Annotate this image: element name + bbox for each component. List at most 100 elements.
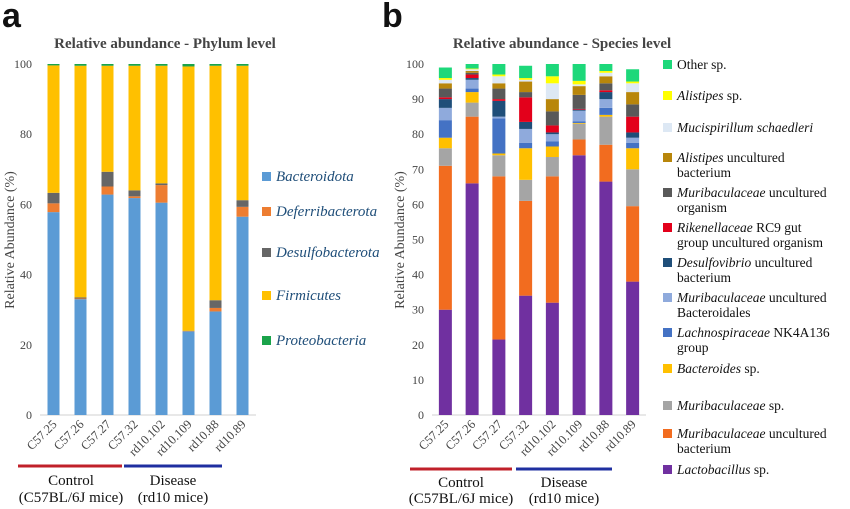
species-bar-alistipes-uncultured-bacterium-rd10-102 <box>545 99 559 112</box>
species-y-tick-label: 80 <box>412 127 424 141</box>
species-bar-alistipes-uncultured-bacterium-c57-25 <box>438 83 452 89</box>
species-bar-mucispirillum-schaederli-rd10-109 <box>572 84 586 87</box>
species-legend-label-part: Muribaculaceae <box>676 185 765 200</box>
phylum-bar-proteobacteria-rd10-89 <box>236 64 249 66</box>
species-bar-muribaculaceae-sp-c57-32 <box>519 179 533 201</box>
species-y-tick-label: 40 <box>412 268 424 282</box>
species-bar-mucispirillum-schaederli-c57-25 <box>438 79 452 84</box>
species-bar-desulfovibrio-uncultured-bacterium-rd10-109 <box>572 109 586 111</box>
species-legend-label-part: sp. <box>751 462 770 477</box>
panel-b-disease-sublabel: (rd10 mice) <box>529 491 599 507</box>
species-legend-label-part: Mucispirillum schaedleri <box>676 120 813 135</box>
species-bar-lactobacillus-sp-rd10-102 <box>545 302 559 415</box>
species-legend-label-part: sp. <box>724 88 743 103</box>
phylum-legend-swatch-bacteroidota <box>262 172 271 181</box>
species-bar-muribaculaceae-sp-rd10-89 <box>626 169 640 207</box>
species-bar-other-sp-c57-27 <box>492 64 506 75</box>
species-legend-label-part: Muribaculaceae <box>676 426 765 441</box>
species-bar-muribaculaceae-uncultured-bacterium-c57-27 <box>492 176 506 340</box>
phylum-bar-bacteroidota-c57-26 <box>74 299 87 415</box>
species-bar-desulfovibrio-uncultured-bacterium-rd10-89 <box>626 132 640 138</box>
species-legend-label: Muribaculaceae uncultured <box>676 426 827 441</box>
phylum-bar-firmicutes-c57-26 <box>74 65 87 298</box>
species-bar-muribaculaceae-sp-c57-25 <box>438 148 452 166</box>
phylum-bar-deferribacterota-c57-32 <box>128 196 141 199</box>
species-legend-label: Mucispirillum schaedleri <box>676 120 813 135</box>
species-bar-alistipes-sp-c57-32 <box>519 78 533 80</box>
species-legend-label-part: Muribaculaceae <box>676 398 765 413</box>
species-legend-label-part: Lachnospiraceae <box>676 325 770 340</box>
phylum-legend-label-deferribacterota: Deferribacterota <box>275 204 377 220</box>
species-bar-muribaculaceae-sp-rd10-88 <box>599 116 613 145</box>
phylum-legend-swatch-deferribacterota <box>262 207 271 216</box>
phylum-bar-firmicutes-rd10-88 <box>209 65 222 301</box>
species-bar-muribaculaceae-uncultured-bacterium-c57-26 <box>465 116 479 184</box>
phylum-bar-deferribacterota-c57-27 <box>101 186 114 195</box>
species-bar-rikenellaceae-rc9-gut-group-uncultured-organism-rd10-109 <box>572 108 586 110</box>
phylum-bar-desulfobacterota-c57-32 <box>128 190 141 197</box>
phylum-bar-proteobacteria-c57-32 <box>128 64 141 66</box>
phylum-legend-swatch-desulfobacterota <box>262 248 271 257</box>
panel-a-control-sublabel: (C57BL/6J mice) <box>19 490 124 506</box>
species-legend-label-line2: organism <box>677 200 727 215</box>
species-bar-muribaculaceae-uncultured-bacteroidales-c57-26 <box>465 79 479 89</box>
species-bar-other-sp-c57-25 <box>438 67 452 79</box>
phylum-y-tick-label: 0 <box>26 408 32 422</box>
phylum-bar-desulfobacterota-c57-26 <box>74 297 87 299</box>
phylum-bar-firmicutes-rd10-109 <box>182 66 195 331</box>
species-bar-alistipes-uncultured-bacterium-c57-26 <box>465 71 479 73</box>
species-y-tick-label: 30 <box>412 303 424 317</box>
species-bar-lachnospiraceae-nk4a136-group-rd10-102 <box>545 141 559 147</box>
species-bar-bacteroides-sp-c57-32 <box>519 148 533 180</box>
panel-a-ylabel: Relative Abundance (%) <box>3 171 18 309</box>
species-legend-label-line2: Bacteroidales <box>677 305 750 320</box>
species-bar-rikenellaceae-rc9-gut-group-uncultured-organism-c57-32 <box>519 97 533 122</box>
phylum-y-tick-label: 20 <box>20 338 32 352</box>
species-bar-desulfovibrio-uncultured-bacterium-c57-27 <box>492 100 506 117</box>
panel-b-legend: Other sp. Alistipes sp. Mucispirillum scha… <box>663 57 830 477</box>
species-bar-muribaculaceae-uncultured-bacterium-rd10-89 <box>626 206 640 282</box>
species-bar-rikenellaceae-rc9-gut-group-uncultured-organism-rd10-89 <box>626 116 640 133</box>
phylum-bar-deferribacterota-rd10-102 <box>155 185 168 203</box>
species-legend-swatch <box>663 258 672 267</box>
species-legend-label-part: Muribaculaceae <box>676 290 765 305</box>
species-legend-label: Alistipes sp. <box>676 88 742 103</box>
phylum-bar-firmicutes-c57-32 <box>128 65 141 191</box>
phylum-bar-bacteroidota-c57-27 <box>101 194 114 415</box>
species-y-tick-label: 70 <box>412 162 424 176</box>
phylum-y-tick-label: 100 <box>14 57 32 71</box>
species-legend-label: Rikenellaceae RC9 gut <box>676 220 802 235</box>
species-legend-label-part: Bacteroides <box>677 361 741 376</box>
species-legend-swatch <box>663 153 672 162</box>
species-bar-desulfovibrio-uncultured-bacterium-rd10-102 <box>545 132 559 135</box>
species-bar-mucispirillum-schaederli-c57-32 <box>519 79 533 82</box>
species-bar-muribaculaceae-uncultured-organism-c57-32 <box>519 92 533 98</box>
species-bar-lactobacillus-sp-c57-32 <box>519 295 533 415</box>
species-y-tick-label: 10 <box>412 373 424 387</box>
panel-b-control-sublabel: (C57BL/6J mice) <box>409 491 514 507</box>
species-bar-mucispirillum-schaederli-rd10-89 <box>626 83 640 93</box>
species-bar-alistipes-sp-rd10-102 <box>545 76 559 84</box>
species-legend-label: Lachnospiraceae NK4A136 <box>676 325 830 340</box>
species-bar-mucispirillum-schaederli-rd10-102 <box>545 83 559 100</box>
species-legend-label-part: Lactobacillus <box>676 462 751 477</box>
species-bar-alistipes-sp-c57-26 <box>465 68 479 70</box>
species-bar-lachnospiraceae-nk4a136-group-c57-32 <box>519 142 533 149</box>
species-bar-muribaculaceae-uncultured-bacterium-c57-32 <box>519 200 533 296</box>
species-bar-lactobacillus-sp-rd10-89 <box>626 281 640 415</box>
species-legend-label-part: Other sp. <box>677 57 727 72</box>
phylum-bar-firmicutes-c57-25 <box>47 65 60 193</box>
species-bar-lactobacillus-sp-rd10-109 <box>572 155 586 415</box>
species-bar-lachnospiraceae-nk4a136-group-rd10-89 <box>626 142 640 149</box>
species-bar-muribaculaceae-uncultured-organism-c57-26 <box>465 72 479 75</box>
phylum-bar-deferribacterota-rd10-89 <box>236 206 249 217</box>
phylum-legend-label-desulfobacterota: Desulfobacterota <box>275 245 380 261</box>
species-legend-swatch <box>663 364 672 373</box>
species-y-tick-label: 0 <box>418 408 424 422</box>
species-bar-mucispirillum-schaederli-c57-27 <box>492 76 506 84</box>
species-legend-swatch <box>663 293 672 302</box>
species-bar-alistipes-uncultured-bacterium-c57-27 <box>492 83 506 89</box>
species-bar-muribaculaceae-uncultured-bacteroidales-rd10-89 <box>626 137 640 143</box>
species-bar-muribaculaceae-uncultured-bacteroidales-c57-27 <box>492 116 506 119</box>
